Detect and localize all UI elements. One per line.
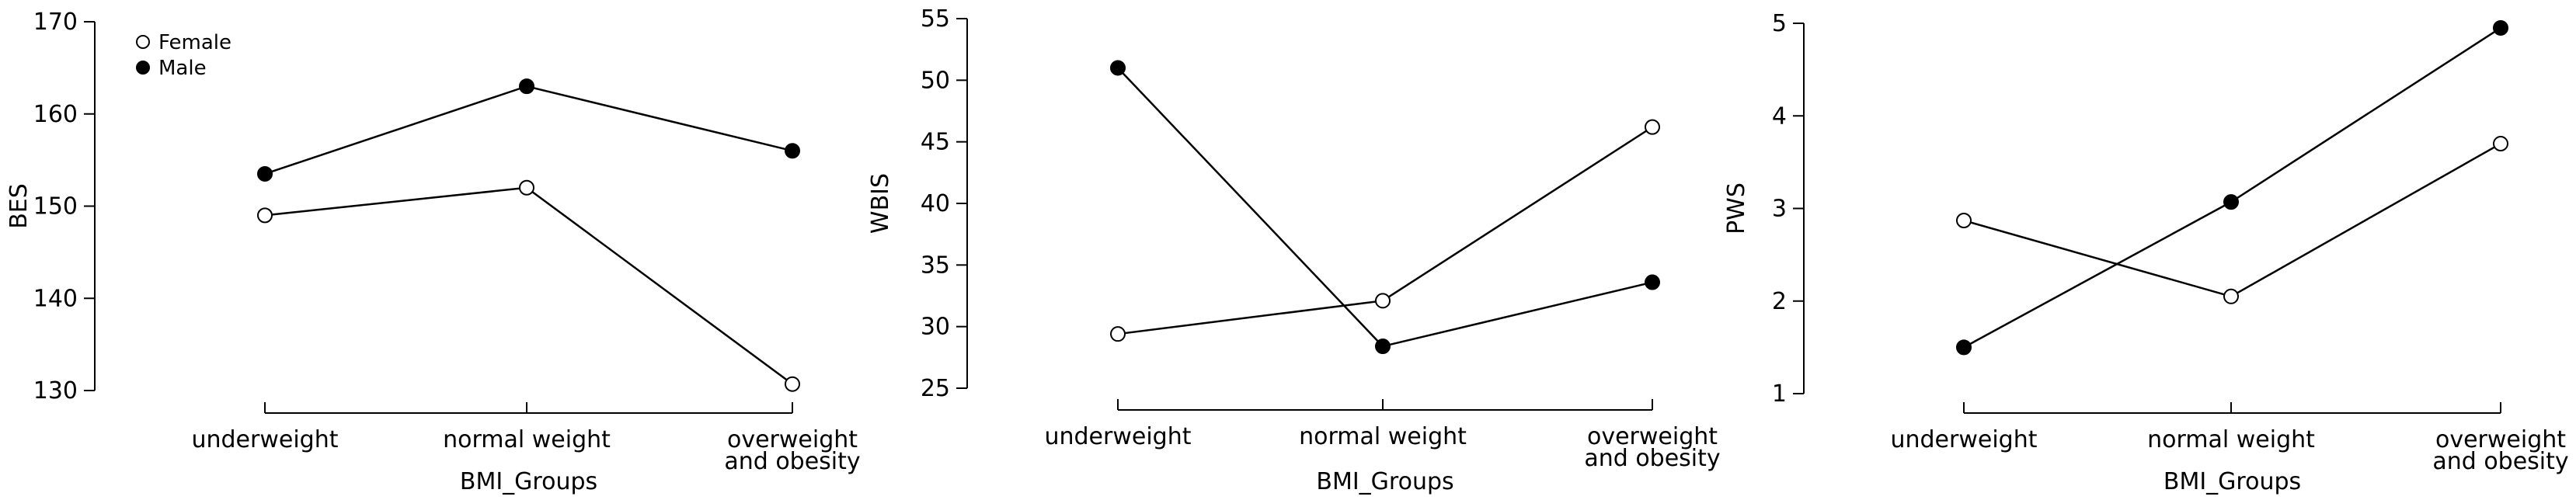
y-tick-label-0-1: 140 xyxy=(33,285,78,312)
legend-label-male: Male xyxy=(158,57,207,80)
data-point-male-2-0 xyxy=(1956,339,1972,356)
y-tick-label-1-6: 55 xyxy=(921,5,950,33)
y-tick-label-2-3: 4 xyxy=(1772,102,1787,130)
data-point-male-1-0 xyxy=(1110,60,1126,76)
series-line-female-2 xyxy=(1963,142,2501,298)
data-point-male-0-2 xyxy=(785,143,800,159)
data-point-male-0-1 xyxy=(519,78,534,95)
data-point-female-2-0 xyxy=(1956,213,1972,229)
x-axis-title-2: BMI_Groups xyxy=(2163,468,2301,495)
x-tick-label-normal-weight-0: normal weight xyxy=(443,426,611,453)
x-tick-label-underweight-0: underweight xyxy=(191,426,338,453)
x-tick-label-underweight-1: underweight xyxy=(1044,423,1191,450)
data-point-male-1-2 xyxy=(1645,274,1660,290)
data-point-female-1-0 xyxy=(1110,326,1126,342)
data-point-male-2-1 xyxy=(2223,194,2239,210)
x-tick-label-normal-weight-2: normal weight xyxy=(2147,426,2315,453)
y-tick-label-1-0: 25 xyxy=(921,375,950,402)
y-tick-label-2-2: 3 xyxy=(1772,196,1787,223)
y-tick-label-2-4: 5 xyxy=(1772,10,1787,37)
y-tick-label-0-2: 150 xyxy=(33,193,78,220)
data-point-female-2-2 xyxy=(2493,136,2508,152)
series-line-male-0 xyxy=(264,85,793,175)
data-point-female-2-1 xyxy=(2223,288,2239,304)
x-tick-label-normal-weight-1: normal weight xyxy=(1299,423,1467,450)
legend-marker-female xyxy=(136,35,150,49)
y-tick-label-0-0: 130 xyxy=(33,377,78,405)
legend-label-female: Female xyxy=(158,31,231,54)
data-point-male-2-2 xyxy=(2493,19,2508,36)
data-point-female-1-1 xyxy=(1375,293,1391,309)
y-tick-label-1-5: 50 xyxy=(921,67,950,94)
y-tick-label-0-3: 160 xyxy=(33,101,78,128)
x-tick-label-overweight-and-obesity-2: overweight and obesity xyxy=(2432,426,2568,475)
data-point-male-1-1 xyxy=(1375,339,1391,355)
y-axis-title-0: BES xyxy=(5,183,33,229)
y-tick-label-2-0: 1 xyxy=(1772,380,1787,408)
y-tick-label-0-4: 170 xyxy=(33,9,78,36)
y-tick-label-1-4: 45 xyxy=(921,129,950,156)
y-tick-label-1-2: 35 xyxy=(921,252,950,279)
data-point-male-0-0 xyxy=(257,165,273,182)
legend-marker-male xyxy=(136,61,150,75)
x-axis-title-1: BMI_Groups xyxy=(1316,468,1453,495)
data-point-female-0-0 xyxy=(257,207,273,224)
y-tick-label-1-3: 40 xyxy=(921,190,950,217)
y-tick-label-1-1: 30 xyxy=(921,314,950,341)
x-axis-title-0: BMI_Groups xyxy=(460,468,597,495)
data-point-female-0-2 xyxy=(785,376,800,392)
y-axis-title-1: WBIS xyxy=(867,173,894,234)
x-tick-label-overweight-and-obesity-1: overweight and obesity xyxy=(1584,423,1720,472)
series-line-female-0 xyxy=(264,186,793,385)
data-point-female-0-1 xyxy=(519,179,534,196)
y-tick-label-2-1: 2 xyxy=(1772,288,1787,315)
x-tick-label-overweight-and-obesity-0: overweight and obesity xyxy=(724,426,860,475)
data-point-female-1-2 xyxy=(1645,119,1660,135)
x-tick-label-underweight-2: underweight xyxy=(1890,426,2037,453)
y-axis-title-2: PWS xyxy=(1723,182,1750,234)
